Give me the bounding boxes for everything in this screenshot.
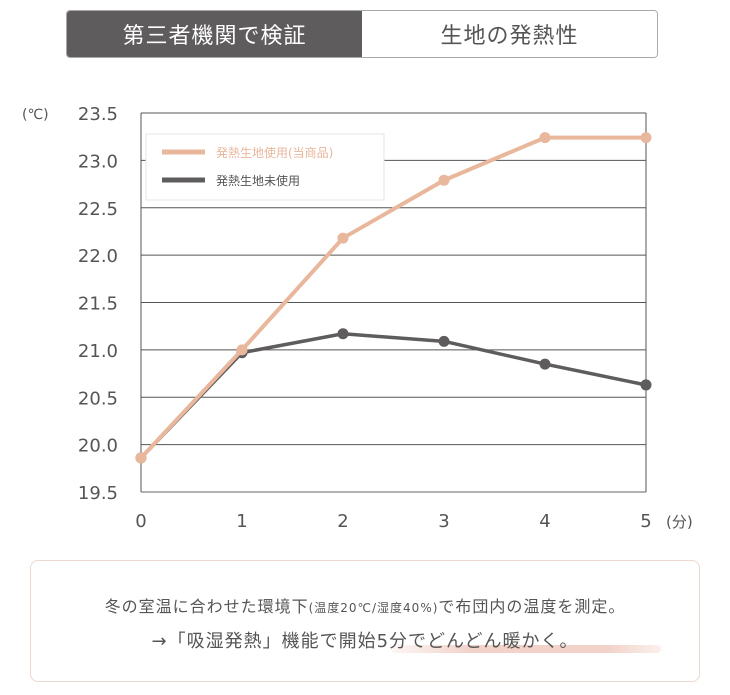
note-line-1-main: 冬の室温に合わせた環境下 xyxy=(104,597,309,616)
data-point-series-1 xyxy=(640,132,652,144)
tab-bar: 第三者機関で検証 生地の発熱性 xyxy=(66,10,658,58)
data-point-series-1 xyxy=(135,452,147,464)
data-point-series-1 xyxy=(337,232,349,244)
data-point-series-1 xyxy=(236,344,248,356)
data-point-series-1 xyxy=(438,174,450,186)
y-tick-label: 22.5 xyxy=(78,199,118,220)
chart-series xyxy=(135,132,652,464)
data-point-series-2 xyxy=(337,328,349,340)
y-axis-unit: (℃) xyxy=(22,107,49,123)
x-tick-label: 2 xyxy=(337,511,348,532)
line-chart: 19.5 20.0 20.5 21.0 21.5 22.0 22.5 23.0 23.5 0 1 2… xyxy=(22,104,693,532)
note-line-1-conditions: (温度20℃/湿度40%) xyxy=(308,601,439,615)
note-line-1-end: で布団内の温度を測定。 xyxy=(438,597,626,616)
legend-label-series-2: 発熱生地未使用 xyxy=(216,173,300,188)
x-tick-label: 4 xyxy=(539,511,550,532)
tab-third-party-verification[interactable]: 第三者機関で検証 xyxy=(67,11,362,57)
data-point-series-2 xyxy=(539,358,551,370)
legend-label-series-1: 発熱生地使用(当商品) xyxy=(216,145,333,160)
y-tick-label: 19.5 xyxy=(78,483,118,504)
chart-grid xyxy=(140,112,647,493)
x-axis-ticks: 0 1 2 3 4 5 xyxy=(135,511,651,532)
y-tick-label: 21.0 xyxy=(78,341,118,362)
tab-fabric-heat[interactable]: 生地の発熱性 xyxy=(362,11,657,57)
y-axis-ticks: 19.5 20.0 20.5 21.0 21.5 22.0 22.5 23.0 23.5 xyxy=(78,104,118,504)
x-tick-label: 1 xyxy=(236,511,247,532)
highlight-underline xyxy=(391,645,661,653)
y-tick-label: 23.0 xyxy=(78,151,118,172)
series-line-2 xyxy=(139,332,647,460)
series-line-1 xyxy=(139,135,646,460)
note-line-2: →「吸湿発熱」機能で開始5分でどんどん暖かく。 xyxy=(151,631,579,652)
y-tick-label: 20.5 xyxy=(78,388,118,409)
data-point-series-2 xyxy=(640,379,652,391)
x-tick-label: 0 xyxy=(135,511,146,532)
y-tick-label: 23.5 xyxy=(78,104,118,125)
data-point-series-2 xyxy=(438,335,450,347)
legend: 発熱生地使用(当商品) 発熱生地未使用 xyxy=(145,133,385,201)
note-line-1: 冬の室温に合わせた環境下(温度20℃/湿度40%)で布団内の温度を測定。 xyxy=(31,593,699,617)
measurement-note: 冬の室温に合わせた環境下(温度20℃/湿度40%)で布団内の温度を測定。 →「吸… xyxy=(30,560,700,682)
y-tick-label: 21.5 xyxy=(78,294,118,315)
legend-box xyxy=(145,133,385,201)
y-tick-label: 22.0 xyxy=(78,246,118,267)
x-axis-unit: (分) xyxy=(666,513,693,531)
data-point-series-1 xyxy=(539,132,551,144)
y-tick-label: 20.0 xyxy=(78,436,118,457)
x-tick-label: 5 xyxy=(640,511,651,532)
x-tick-label: 3 xyxy=(438,511,449,532)
